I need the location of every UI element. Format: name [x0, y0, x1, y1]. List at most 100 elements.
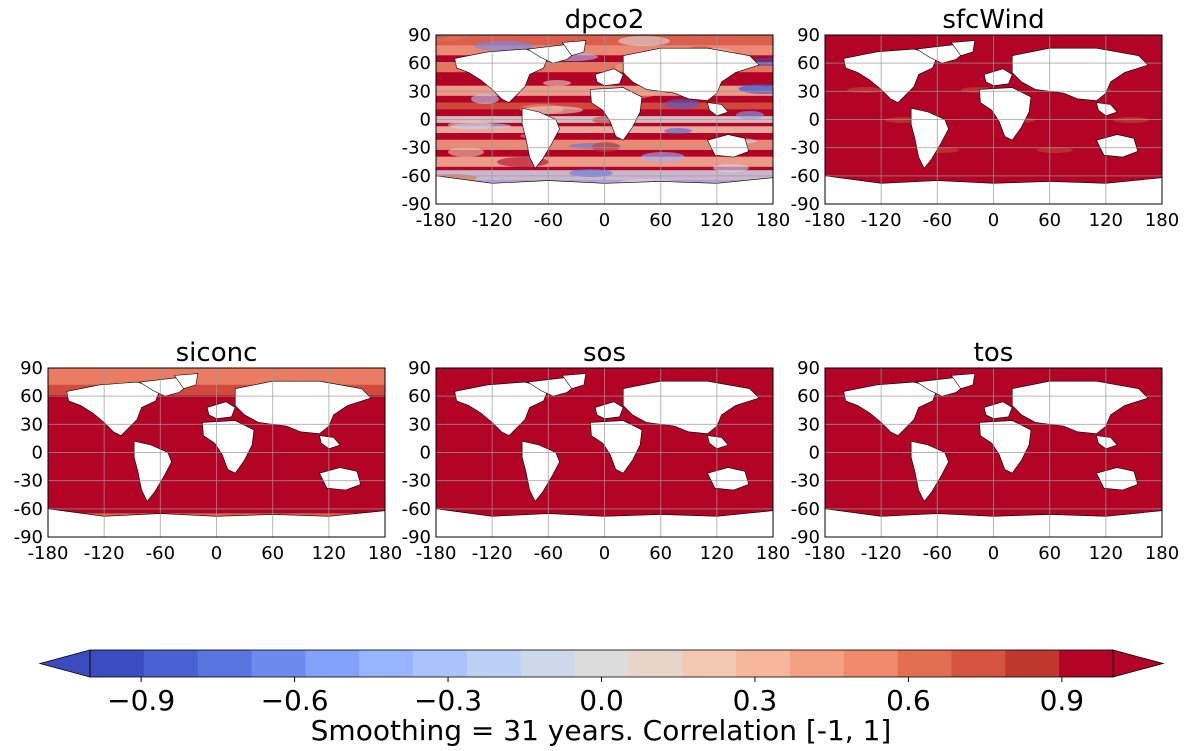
y-tick-label: -90	[791, 194, 820, 215]
y-tick-label: 30	[797, 81, 820, 102]
colorbar-segment	[197, 650, 253, 677]
map-panel-sfcwind: sfcWind -180 -120 -60 0 60 120 180 90 60 30 0 -30 -60…	[791, 5, 1180, 231]
colorbar-tick-label: 0.9	[1040, 684, 1085, 717]
x-tick-label: 60	[649, 210, 672, 231]
y-tick-label: 0	[809, 443, 820, 464]
colorbar-tick-label: 0.6	[886, 684, 931, 717]
x-tick-label: -180	[28, 543, 69, 564]
colorbar-segment	[736, 650, 791, 677]
map-panels: dpco2 -180 -120 -60 0 60 120 180 90 60 30 0 -30 -60 -9…	[14, 5, 1180, 564]
x-tick-label: -120	[861, 210, 902, 231]
y-tick-label: 90	[797, 25, 820, 46]
x-tick-label: 60	[261, 543, 284, 564]
x-tick-label: 120	[700, 210, 734, 231]
x-tick-label: 180	[1145, 210, 1179, 231]
x-tick-label: 180	[756, 210, 790, 231]
y-tick-label: -90	[402, 527, 431, 548]
panel-title: sos	[583, 338, 626, 368]
y-tick-label: -30	[402, 138, 431, 159]
x-tick-label: 120	[700, 543, 734, 564]
x-tick-label: -120	[84, 543, 125, 564]
y-tick-label: -60	[791, 166, 820, 187]
x-tick-label: 0	[988, 210, 999, 231]
x-tick-label: 120	[312, 543, 346, 564]
x-tick-label: -180	[416, 210, 457, 231]
x-tick-label: -180	[805, 210, 846, 231]
x-tick-label: 120	[1089, 543, 1123, 564]
x-tick-label: -180	[416, 543, 457, 564]
x-tick-label: 180	[1145, 543, 1179, 564]
x-tick-label: 0	[599, 543, 610, 564]
x-tick-label: 180	[756, 543, 790, 564]
y-tick-label: -60	[402, 166, 431, 187]
y-tick-label: 90	[408, 358, 431, 379]
axes-frame	[824, 34, 1163, 205]
x-tick-label: 180	[368, 543, 402, 564]
colorbar-tick-label: −0.3	[414, 684, 482, 717]
y-tick-label: -90	[402, 194, 431, 215]
y-tick-label: -30	[791, 138, 820, 159]
y-tick-label: 0	[420, 110, 431, 131]
colorbar-label: Smoothing = 31 years. Correlation [-1, 1…	[311, 714, 892, 747]
y-tick-label: 30	[408, 81, 431, 102]
x-tick-label: 0	[211, 543, 222, 564]
colorbar-segment	[359, 650, 414, 677]
colorbar: −0.9 −0.6 −0.3 0.0 0.3 0.6 0.9 Smoothing = 31 y…	[38, 649, 1165, 747]
colorbar-extend-low	[38, 649, 91, 678]
y-tick-label: 60	[797, 386, 820, 407]
axes-frame	[47, 367, 386, 538]
axes-frame	[435, 367, 774, 538]
y-tick-label: 30	[20, 414, 43, 435]
panel-title: tos	[974, 338, 1014, 368]
x-tick-label: -180	[805, 543, 846, 564]
map-panel-dpco2: dpco2 -180 -120 -60 0 60 120 180 90 60 30 0 -30 -60 -9…	[402, 5, 791, 231]
colorbar-segment	[628, 650, 683, 677]
x-tick-label: 120	[1089, 210, 1123, 231]
y-tick-label: 60	[797, 53, 820, 74]
y-tick-label: 60	[20, 386, 43, 407]
colorbar-extend-high	[1112, 649, 1165, 678]
y-tick-label: -60	[402, 499, 431, 520]
map-panel-siconc: siconc -180 -120 -60 0 60 120 180 90 60 30 0 -30 -60 -…	[14, 338, 403, 564]
y-tick-label: 60	[408, 386, 431, 407]
x-tick-label: 60	[1038, 543, 1061, 564]
colorbar-segment	[305, 650, 360, 677]
colorbar-segment	[574, 650, 629, 677]
colorbar-segment	[843, 650, 899, 677]
x-tick-label: -120	[472, 210, 513, 231]
colorbar-tick-label: −0.9	[107, 684, 175, 717]
colorbar-tick-label: −0.6	[261, 684, 329, 717]
x-tick-label: -60	[534, 543, 563, 564]
y-tick-label: 30	[797, 414, 820, 435]
y-tick-label: -30	[14, 471, 43, 492]
colorbar-segment	[251, 650, 306, 677]
x-tick-label: -120	[472, 543, 513, 564]
map-panel-tos: tos -180 -120 -60 0 60 120 180 90 60 30 0 -30 -60 -90	[791, 338, 1180, 564]
y-tick-label: 0	[420, 443, 431, 464]
y-tick-label: 0	[32, 443, 43, 464]
axes-frame	[435, 34, 774, 205]
y-tick-label: 90	[797, 358, 820, 379]
colorbar-segment	[466, 650, 522, 677]
colorbar-segment	[951, 650, 1006, 677]
y-tick-label: -60	[791, 499, 820, 520]
colorbar-segment	[789, 650, 845, 677]
y-tick-label: 90	[408, 25, 431, 46]
y-tick-label: -60	[14, 499, 43, 520]
x-tick-label: -60	[534, 210, 563, 231]
x-tick-label: -60	[923, 210, 952, 231]
colorbar-segment	[413, 650, 468, 677]
x-tick-label: 0	[599, 210, 610, 231]
colorbar-tick-label: 0.0	[579, 684, 624, 717]
colorbar-segment	[90, 650, 145, 677]
x-tick-label: 60	[649, 543, 672, 564]
y-tick-label: -90	[791, 527, 820, 548]
colorbar-tick-label: 0.3	[733, 684, 778, 717]
colorbar-segment	[143, 650, 199, 677]
x-tick-label: -60	[923, 543, 952, 564]
y-tick-label: 60	[408, 53, 431, 74]
y-tick-label: -30	[402, 471, 431, 492]
colorbar-segment	[1005, 650, 1060, 677]
x-tick-label: -120	[861, 543, 902, 564]
y-tick-label: -90	[14, 527, 43, 548]
